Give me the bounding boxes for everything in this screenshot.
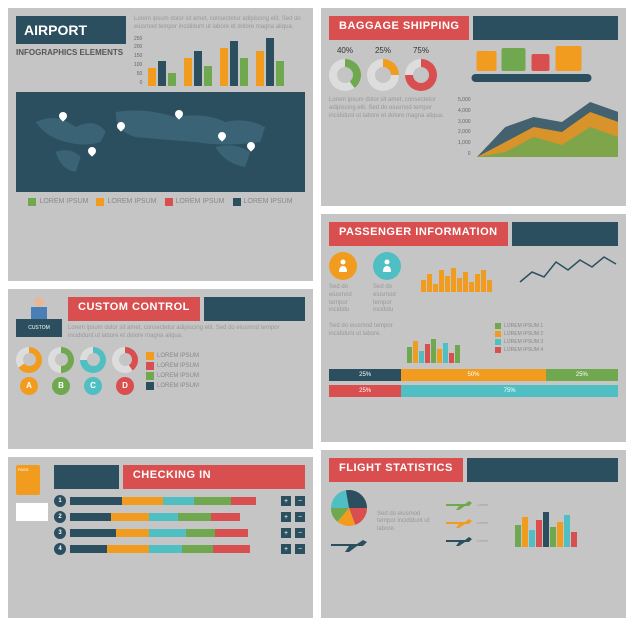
airport-lorem: Lorem ipsum dolor sit amet, consectetur …: [134, 16, 305, 32]
passenger-title: PASSENGER INFORMATION: [329, 222, 508, 246]
passenger-legend: LOREM IPSUM 1LOREM IPSUM 2LOREM IPSUM 3L…: [495, 323, 543, 363]
area-yaxis: 5,0004,0003,0002,0001,0000: [458, 97, 473, 157]
airport-subtitle: INFOGRAPHICS ELEMENTS: [16, 44, 126, 61]
baggage-donuts: 40%25%75%: [329, 46, 437, 91]
checking-rows: 1+−2+−3+−4+−: [54, 495, 305, 555]
flight-title: FLIGHT STATISTICS: [329, 458, 463, 482]
passenger-panel: PASSENGER INFORMATION Sed do eiusmod tem…: [321, 214, 626, 442]
passenger-line-chart: [518, 252, 618, 292]
flight-plane-list: LoremLoremLorem: [445, 497, 507, 547]
custom-donuts: ABCD: [16, 347, 138, 395]
flight-bars: [515, 497, 595, 547]
checking-title: CHECKING IN: [123, 465, 305, 489]
airport-panel: AIRPORT INFOGRAPHICS ELEMENTS Lorem ipsu…: [8, 8, 313, 281]
world-map: [16, 92, 305, 192]
flight-lorem: Sed do eiusmod tempor incididunt ut labo…: [377, 511, 437, 534]
airport-bar-chart: [148, 36, 290, 86]
passenger-lorem: Sed do eiusmod tempor incididunt ut labo…: [329, 323, 399, 363]
baggage-title: BAGGAGE SHIPPING: [329, 16, 469, 40]
airport-title: AIRPORT: [16, 16, 126, 44]
checking-panel: PASS CHECKING IN 1+−2+−3+−4+−: [8, 457, 313, 618]
custom-control-panel: CUSTOM CUSTOM CONTROL Lorem ipsum dolor …: [8, 289, 313, 450]
custom-title: CUSTOM CONTROL: [68, 297, 200, 321]
airplane-icon: [329, 532, 369, 556]
airport-bars-yaxis: 250200150100500: [134, 36, 144, 86]
baggage-lorem: Lorem ipsum dolor sit amet, consectetur …: [329, 97, 452, 157]
baggage-panel: BAGGAGE SHIPPING 40%25%75% Lorem ipsum d…: [321, 8, 626, 206]
luggage-belt-icon: [445, 46, 618, 91]
passport-ticket-icon: PASS: [16, 465, 48, 555]
passenger-icons: Sed do eiusmod tempor incididuSed do eiu…: [329, 252, 413, 315]
passenger-bars-2: [407, 323, 487, 363]
custom-lorem: Lorem ipsum dolor sit amet, consectetur …: [68, 325, 305, 341]
baggage-area-chart: [477, 97, 618, 157]
passenger-stacked-bars: 25%50%25%25%75%: [329, 369, 618, 397]
flight-panel: FLIGHT STATISTICS Sed do eiusmod tempor …: [321, 450, 626, 618]
custom-legend: LOREM IPSUMLOREM IPSUMLOREM IPSUMLOREM I…: [146, 352, 199, 390]
map-legend: LOREM IPSUMLOREM IPSUMLOREM IPSUMLOREM I…: [16, 198, 305, 206]
passenger-bars-1: [421, 252, 510, 292]
flight-pie-chart: [329, 488, 369, 528]
custom-officer-icon: CUSTOM: [16, 297, 62, 337]
